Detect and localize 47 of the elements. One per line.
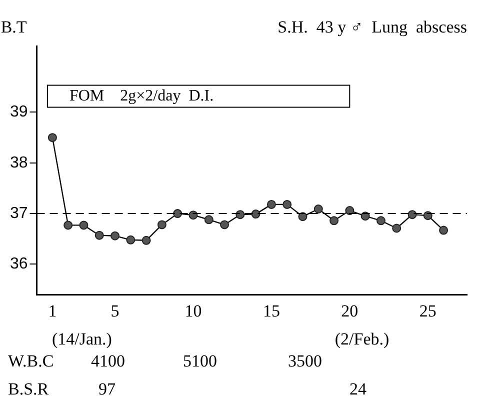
point xyxy=(251,210,260,219)
text: (14/Jan.) xyxy=(52,329,112,348)
annotation: FOM 2g×2/day D.I. xyxy=(69,87,214,104)
point xyxy=(298,212,308,222)
text: B.S.R xyxy=(8,379,50,398)
y-tick-label: 36 xyxy=(10,256,28,273)
text: 24 xyxy=(350,379,367,398)
point xyxy=(157,220,166,230)
point xyxy=(48,133,57,142)
point xyxy=(126,235,136,244)
x-tick-label: 1 xyxy=(48,301,57,320)
point xyxy=(330,216,339,226)
point xyxy=(314,204,323,214)
x-tick-label: 25 xyxy=(419,301,436,320)
y-tick-label: 37 xyxy=(10,204,28,222)
y-axis-title: B.T xyxy=(0,17,28,36)
point xyxy=(188,210,198,220)
text: 97 xyxy=(98,379,116,398)
point xyxy=(79,220,88,230)
point xyxy=(110,231,120,240)
point xyxy=(266,200,276,209)
point xyxy=(376,216,386,226)
y-tick-label: 38 xyxy=(10,154,28,172)
point xyxy=(94,230,104,240)
point xyxy=(173,209,182,218)
text: (2/Feb.) xyxy=(334,329,390,348)
point xyxy=(408,210,417,220)
chart-title: S.H. 43 y ♂ Lung abscess xyxy=(278,18,467,37)
x-tick-label: 10 xyxy=(184,301,202,320)
point xyxy=(345,206,354,216)
point xyxy=(392,224,402,233)
x-tick-label: 15 xyxy=(262,301,280,320)
point xyxy=(220,220,230,230)
x-tick-label: 5 xyxy=(110,301,120,320)
point xyxy=(423,211,432,220)
x-tick-label: 20 xyxy=(341,301,358,320)
text: 4100 xyxy=(91,351,125,370)
point xyxy=(236,210,245,220)
point xyxy=(439,226,448,235)
point xyxy=(142,236,151,245)
text: W.B.C xyxy=(8,351,54,370)
point xyxy=(204,215,214,224)
point xyxy=(282,200,292,209)
text: 5100 xyxy=(183,351,217,370)
text: 3500 xyxy=(288,351,322,370)
point xyxy=(64,220,73,230)
y-tick-label: 39 xyxy=(10,104,28,121)
